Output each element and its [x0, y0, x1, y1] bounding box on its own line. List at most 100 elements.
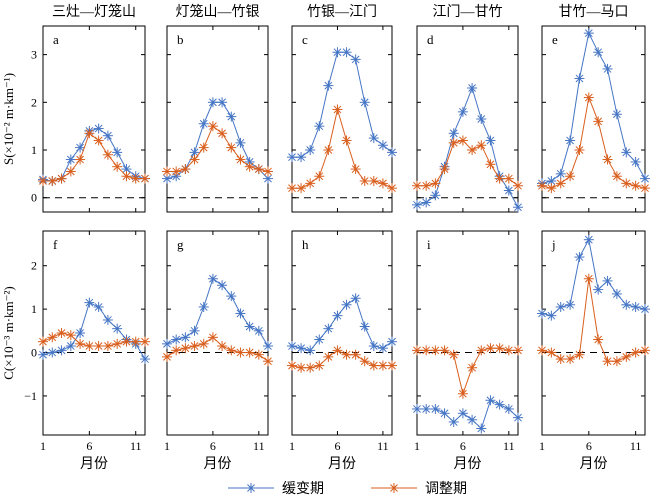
data-point — [226, 111, 237, 122]
data-point — [630, 347, 641, 358]
data-point — [546, 183, 557, 194]
data-point — [630, 180, 641, 191]
data-point — [387, 147, 397, 158]
data-point — [583, 92, 594, 103]
data-point — [102, 149, 113, 160]
data-point — [513, 202, 523, 213]
data-point — [244, 161, 255, 172]
series-line-2 — [292, 109, 393, 189]
series-line-2 — [541, 278, 646, 362]
panel-frame — [416, 25, 519, 213]
data-point — [421, 345, 432, 356]
data-point — [244, 321, 255, 332]
data-point — [555, 178, 566, 189]
data-point — [350, 293, 361, 304]
data-point — [323, 351, 334, 362]
data-point — [485, 343, 496, 354]
data-point — [38, 349, 48, 360]
data-point — [593, 116, 604, 127]
panel-frame — [416, 230, 519, 436]
data-point — [180, 164, 191, 175]
data-point — [93, 341, 104, 352]
data-point — [574, 73, 585, 84]
data-point — [198, 142, 209, 153]
data-point — [621, 178, 632, 189]
data-point — [180, 332, 191, 343]
panel-letter: j — [551, 237, 556, 252]
panel-letter: f — [53, 237, 58, 252]
data-point — [341, 47, 352, 58]
data-point — [56, 328, 67, 338]
data-point — [457, 388, 468, 399]
data-point — [350, 349, 361, 360]
data-point — [537, 308, 547, 319]
data-point — [84, 297, 95, 308]
data-point — [368, 133, 379, 144]
data-point — [377, 360, 388, 371]
y-tick-label: 1 — [31, 302, 37, 316]
y-tick-label: 0 — [31, 191, 37, 205]
data-point — [75, 142, 86, 153]
data-point — [102, 130, 113, 141]
data-point — [574, 252, 585, 263]
data-point — [65, 341, 76, 352]
panel-f: −1 0 1 2 1 6 11 f 月份 — [24, 230, 150, 472]
data-point — [305, 345, 316, 356]
data-point — [296, 343, 307, 354]
data-point — [430, 345, 441, 356]
series-line-1 — [166, 277, 269, 347]
data-point — [421, 180, 432, 191]
legend-star-2 — [389, 483, 399, 493]
data-point — [56, 173, 67, 184]
data-point — [65, 166, 76, 177]
data-point — [305, 362, 316, 373]
data-point — [503, 185, 514, 196]
data-point — [476, 114, 487, 124]
data-point — [387, 183, 397, 194]
data-point — [640, 173, 650, 184]
panel-frame — [166, 25, 269, 213]
data-point — [350, 54, 361, 65]
data-point — [377, 178, 388, 189]
data-point — [217, 128, 228, 139]
panel-letter: h — [302, 237, 309, 252]
data-point — [412, 345, 422, 356]
series-line-2 — [417, 347, 518, 396]
data-point — [226, 345, 237, 356]
data-point — [583, 28, 594, 39]
data-point — [476, 140, 487, 151]
data-point — [189, 325, 200, 336]
data-point — [263, 356, 273, 367]
data-point — [198, 338, 209, 349]
data-point — [314, 121, 325, 132]
data-point — [65, 330, 76, 341]
x-tick-label: 1 — [40, 439, 46, 453]
data-point — [180, 343, 191, 354]
data-point — [565, 299, 576, 310]
data-point — [611, 171, 622, 182]
data-point — [503, 403, 514, 414]
data-point — [611, 288, 622, 299]
panel-letter: d — [427, 32, 434, 47]
data-point — [47, 332, 58, 343]
data-point — [537, 180, 547, 191]
data-point — [162, 173, 172, 184]
data-point — [448, 416, 459, 427]
data-point — [341, 299, 352, 310]
series-line-2 — [541, 95, 646, 189]
data-point — [555, 168, 566, 179]
data-point — [621, 147, 632, 158]
data-point — [253, 349, 264, 360]
data-point — [296, 362, 307, 373]
data-point — [332, 345, 343, 356]
data-point — [630, 301, 641, 312]
panel-title: 三灶—灯笼山 — [52, 3, 136, 20]
data-point — [323, 145, 334, 155]
data-point — [630, 156, 641, 167]
data-point — [121, 336, 132, 347]
data-point — [56, 345, 67, 356]
data-point — [84, 341, 95, 352]
data-point — [640, 304, 650, 315]
data-point — [611, 356, 622, 367]
data-point — [75, 154, 86, 165]
